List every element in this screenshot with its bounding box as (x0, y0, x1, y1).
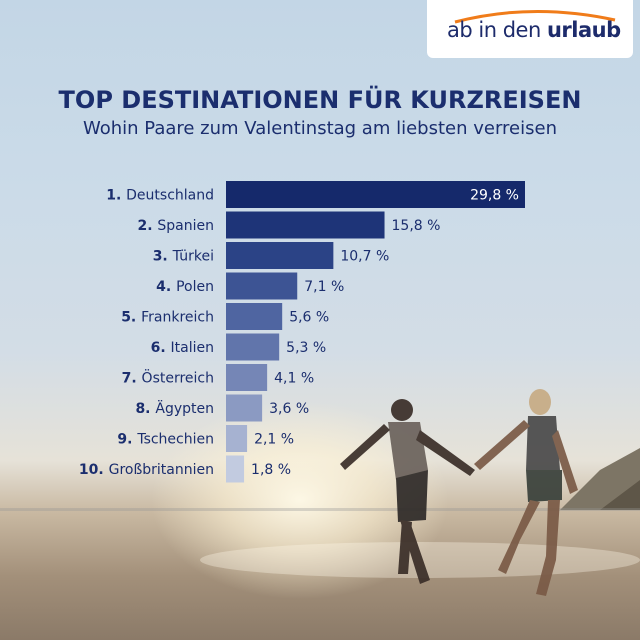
rank-label: 10. (79, 462, 109, 478)
bar-5 (226, 303, 283, 330)
woman-top (526, 416, 560, 470)
country-name: Polen (176, 279, 214, 295)
value-label-3: 10,7 % (340, 249, 389, 265)
woman-leg-left (498, 500, 540, 574)
woman-leg-right (536, 500, 560, 596)
man-head (391, 399, 413, 421)
value-label-9: 2,1 % (254, 432, 294, 448)
country-name: Frankreich (141, 310, 214, 326)
rank-label: 7. (122, 371, 142, 387)
rank-label: 1. (106, 188, 126, 204)
chart-title: TOP DESTINATIONEN FÜR KURZREISEN (58, 86, 582, 114)
category-label-9: 9. Tschechien (117, 432, 214, 448)
bar-3 (226, 242, 334, 269)
rank-label: 6. (151, 340, 171, 356)
rank-label: 4. (156, 279, 176, 295)
country-name: Italien (171, 340, 214, 356)
woman-arm-left (474, 420, 530, 470)
country-name: Großbritannien (109, 462, 214, 478)
logo-text: ab in den urlaub (447, 18, 621, 42)
category-label-4: 4. Polen (156, 279, 214, 295)
rank-label: 2. (137, 218, 157, 234)
bar-6 (226, 333, 280, 361)
bar-4 (226, 272, 298, 300)
woman-arm-right (552, 430, 578, 494)
chart-subtitle: Wohin Paare zum Valentinstag am liebsten… (82, 118, 557, 139)
man-leg-left (398, 520, 412, 574)
bar-2 (226, 211, 385, 239)
category-label-3: 3. Türkei (153, 249, 214, 265)
country-name: Ägypten (155, 399, 214, 417)
horizon-line (0, 508, 640, 511)
value-label-10: 1,8 % (251, 462, 291, 478)
country-name: Spanien (157, 218, 214, 234)
category-label-10: 10. Großbritannien (79, 462, 214, 478)
logo-brand: urlaub (546, 18, 621, 42)
category-label-8: 8. Ägypten (135, 399, 214, 417)
logo-swoosh-icon (454, 9, 616, 24)
value-label-8: 3,6 % (269, 401, 309, 417)
rank-label: 5. (121, 310, 141, 326)
bar-7 (226, 364, 268, 391)
value-label-1: 29,8 % (470, 188, 519, 204)
category-label-6: 6. Italien (151, 340, 214, 356)
value-label-7: 4,1 % (274, 371, 314, 387)
rank-label: 8. (135, 401, 155, 417)
bar-10 (226, 455, 245, 483)
bar-1 (226, 181, 525, 208)
country-name: Österreich (142, 369, 214, 387)
category-label-2: 2. Spanien (137, 218, 214, 234)
man-shorts (396, 470, 428, 522)
cliff (560, 448, 640, 510)
country-name: Türkei (172, 249, 214, 265)
rank-label: 9. (117, 432, 137, 448)
country-name: Deutschland (126, 188, 214, 204)
value-label-5: 5,6 % (289, 310, 329, 326)
category-label-7: 7. Österreich (122, 369, 214, 387)
woman-shorts (526, 470, 562, 502)
man-arm-right (416, 430, 475, 476)
man-arm-left (340, 424, 390, 470)
bar-8 (226, 394, 263, 422)
value-label-6: 5,3 % (286, 340, 326, 356)
woman-hair (529, 389, 551, 415)
logo-prefix: ab in den (447, 18, 547, 42)
cliff-shadow (600, 480, 640, 510)
category-label-1: 1. Deutschland (106, 188, 214, 204)
rank-label: 3. (153, 249, 173, 265)
bar-9 (226, 425, 248, 452)
logo-badge: ab in den urlaub (427, 0, 633, 58)
value-label-4: 7,1 % (304, 279, 344, 295)
value-label-2: 15,8 % (392, 218, 441, 234)
category-label-5: 5. Frankreich (121, 310, 214, 326)
country-name: Tschechien (136, 432, 214, 448)
